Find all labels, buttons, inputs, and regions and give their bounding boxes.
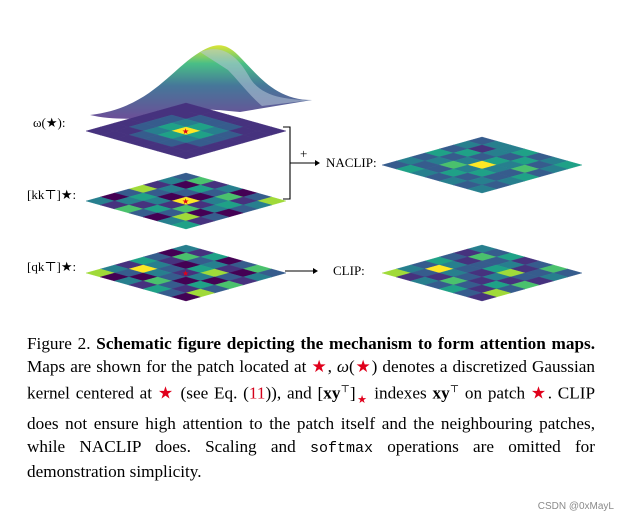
caption-text-3: (see Eq. ( — [180, 383, 249, 403]
equation-ref-link[interactable]: 11 — [248, 383, 266, 403]
clip-label: CLIP: — [333, 263, 365, 278]
merge-bracket — [283, 126, 291, 200]
figure-2-diagram: ★ ★ ★ ω(★): [kk⊤]★: [qk⊤]★: + NACLIP: CL… — [27, 45, 583, 302]
clip-arrow-head — [313, 268, 318, 274]
patch-star-icon: ★ — [182, 197, 189, 206]
star-icon: ★ — [157, 383, 175, 403]
star-icon: ★ — [355, 394, 369, 407]
omega-kernel-map: ★ — [85, 102, 287, 160]
omega-label: ω(★): — [33, 115, 65, 130]
diagram-canvas: ★ ★ ★ ω(★): [kk⊤]★: [qk⊤]★: + NACLIP: CL… — [27, 45, 583, 302]
plus-sign: + — [300, 146, 307, 161]
figure-caption: Figure 2. Schematic figure depicting the… — [27, 334, 596, 482]
star-icon: ★ — [354, 357, 372, 376]
caption-text-1: Maps are shown for the patch located at — [27, 357, 307, 376]
star-icon: ★ — [530, 383, 548, 403]
patch-star-icon: ★ — [182, 269, 189, 278]
clip-attention-map — [381, 244, 583, 302]
naclip-label: NACLIP: — [326, 155, 377, 170]
patch-star-icon: ★ — [182, 127, 189, 136]
heatmap-cell — [170, 292, 202, 302]
caption-text-2: denotes a discretized Gaussian kernel ce… — [27, 357, 595, 403]
caption-prefix: Figure 2. — [27, 334, 91, 353]
caption-text-7: . CLIP does not ensure high attention to… — [27, 383, 596, 457]
star-icon: ★ — [311, 357, 328, 376]
caption-text-5: indexes — [374, 383, 427, 403]
caption-text-4: )), and — [265, 383, 312, 403]
naclip-arrow-head — [315, 160, 320, 166]
heatmap-cell — [466, 292, 498, 302]
qk-attention-map: ★ — [85, 244, 287, 302]
heatmap-cell — [170, 150, 202, 160]
heatmap-cell — [466, 184, 498, 194]
qk-label: [qk⊤]★: — [27, 259, 76, 274]
heatmap-cell — [170, 220, 202, 230]
caption-text-8: operations are omitted for demonstration… — [27, 437, 595, 482]
caption-text-6: on patch — [464, 383, 526, 403]
kk-attention-map: ★ — [85, 172, 287, 230]
softmax-term: softmax — [309, 440, 373, 458]
caption-title: Schematic figure depicting the mechanism… — [96, 334, 596, 353]
gaussian-surface-shade — [200, 49, 312, 106]
kk-label: [kk⊤]★: — [27, 187, 76, 202]
naclip-attention-map — [381, 136, 583, 194]
watermark: CSDN @0xMayL — [537, 501, 614, 512]
